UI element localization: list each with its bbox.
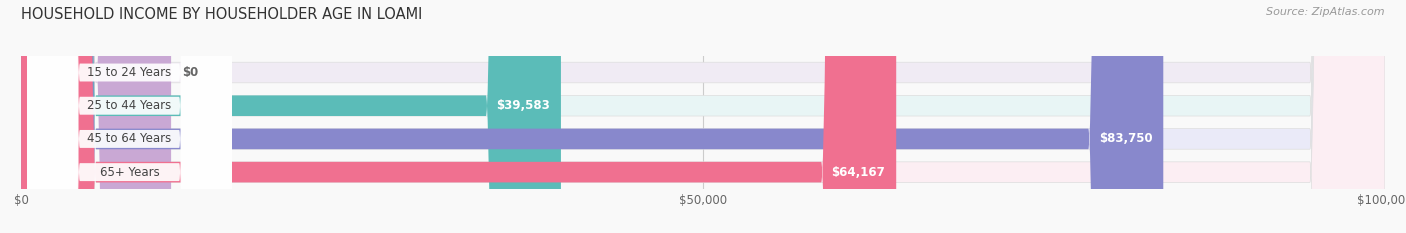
FancyBboxPatch shape (27, 0, 232, 233)
FancyBboxPatch shape (27, 0, 232, 233)
FancyBboxPatch shape (27, 0, 232, 233)
Text: $83,750: $83,750 (1098, 132, 1153, 145)
FancyBboxPatch shape (21, 0, 1385, 233)
FancyBboxPatch shape (21, 0, 1385, 233)
Text: 65+ Years: 65+ Years (100, 166, 159, 179)
Text: 45 to 64 Years: 45 to 64 Years (87, 132, 172, 145)
FancyBboxPatch shape (21, 0, 1385, 233)
FancyBboxPatch shape (21, 0, 1385, 233)
FancyBboxPatch shape (21, 0, 561, 233)
Text: 25 to 44 Years: 25 to 44 Years (87, 99, 172, 112)
FancyBboxPatch shape (21, 0, 1163, 233)
FancyBboxPatch shape (27, 0, 232, 233)
Text: $0: $0 (181, 66, 198, 79)
Text: $64,167: $64,167 (831, 166, 886, 179)
Text: $39,583: $39,583 (496, 99, 550, 112)
FancyBboxPatch shape (21, 0, 172, 233)
Text: 15 to 24 Years: 15 to 24 Years (87, 66, 172, 79)
Text: HOUSEHOLD INCOME BY HOUSEHOLDER AGE IN LOAMI: HOUSEHOLD INCOME BY HOUSEHOLDER AGE IN L… (21, 7, 422, 22)
FancyBboxPatch shape (21, 0, 896, 233)
Text: Source: ZipAtlas.com: Source: ZipAtlas.com (1267, 7, 1385, 17)
